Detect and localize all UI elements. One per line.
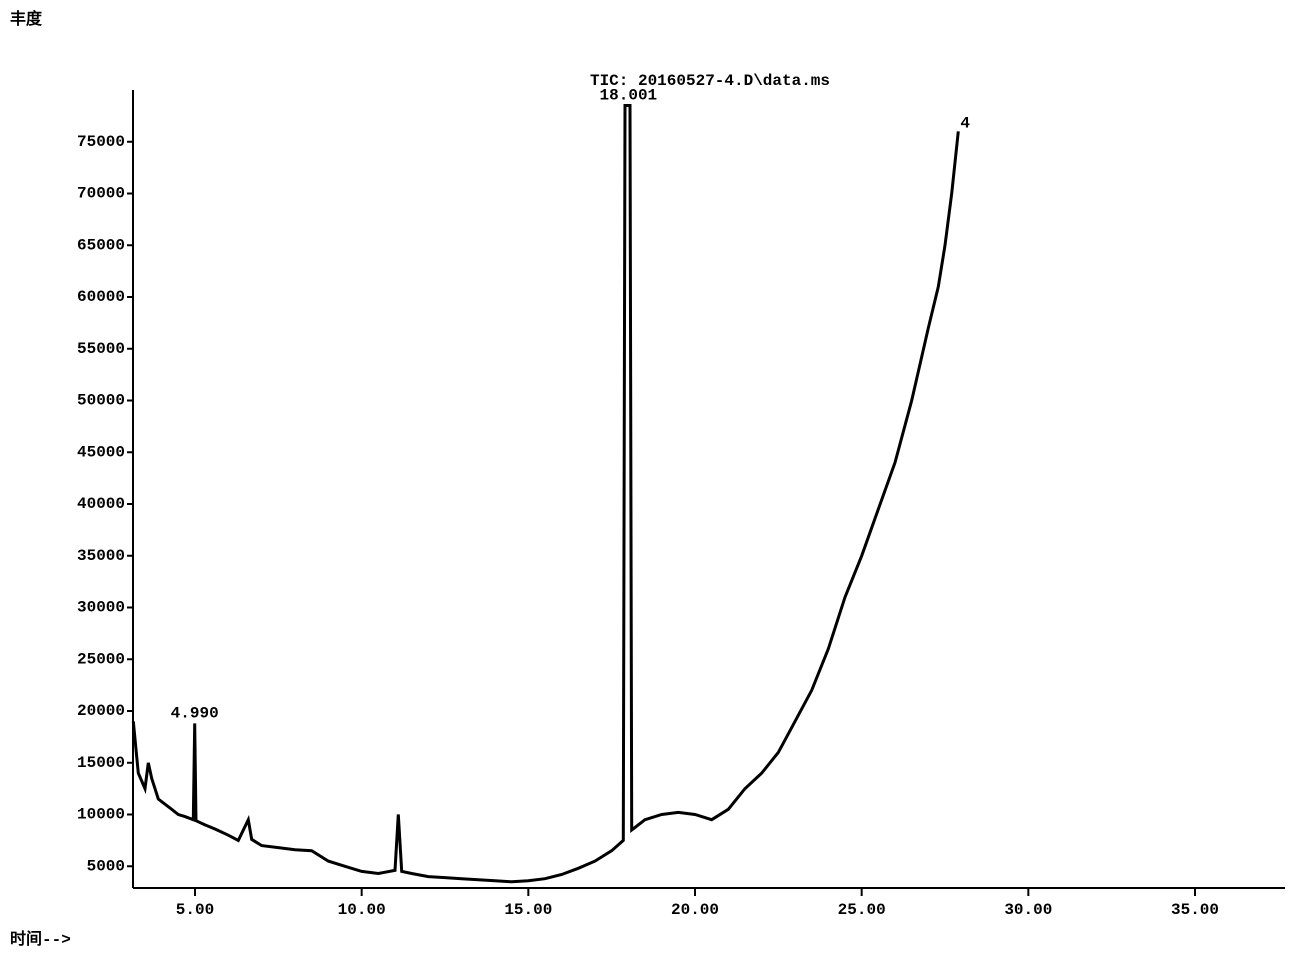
x-tick-label: 15.00 [504, 901, 552, 919]
annotation: 4 [960, 115, 970, 133]
x-tick-label: 5.00 [176, 901, 214, 919]
y-tick-label: 60000 [77, 288, 125, 306]
x-tick-label: 25.00 [838, 901, 886, 919]
tic-trace [131, 104, 960, 884]
y-tick-label: 70000 [77, 185, 125, 203]
peak-label: 4.990 [171, 705, 219, 723]
y-tick-label: 35000 [77, 547, 125, 565]
peak-label: 18.001 [600, 87, 658, 105]
x-tick-label: 20.00 [671, 901, 719, 919]
y-tick-label: 5000 [87, 857, 125, 875]
y-tick-label: 55000 [77, 340, 125, 358]
x-axis-label: 时间--> [10, 929, 71, 949]
y-tick-label: 20000 [77, 702, 125, 720]
y-tick-label: 65000 [77, 236, 125, 254]
chart-title: TIC: 20160527-4.D\data.ms [590, 72, 830, 90]
y-tick-label: 10000 [77, 806, 125, 824]
y-tick-label: 25000 [77, 650, 125, 668]
x-tick-label: 30.00 [1004, 901, 1052, 919]
y-tick-label: 40000 [77, 495, 125, 513]
y-tick-label: 30000 [77, 599, 125, 617]
y-tick-label: 45000 [77, 443, 125, 461]
y-axis-label: 丰度 [10, 9, 43, 29]
x-tick-label: 10.00 [338, 901, 386, 919]
y-tick-label: 75000 [77, 133, 125, 151]
x-tick-label: 35.00 [1171, 901, 1219, 919]
y-tick-label: 15000 [77, 754, 125, 772]
y-tick-label: 50000 [77, 392, 125, 410]
